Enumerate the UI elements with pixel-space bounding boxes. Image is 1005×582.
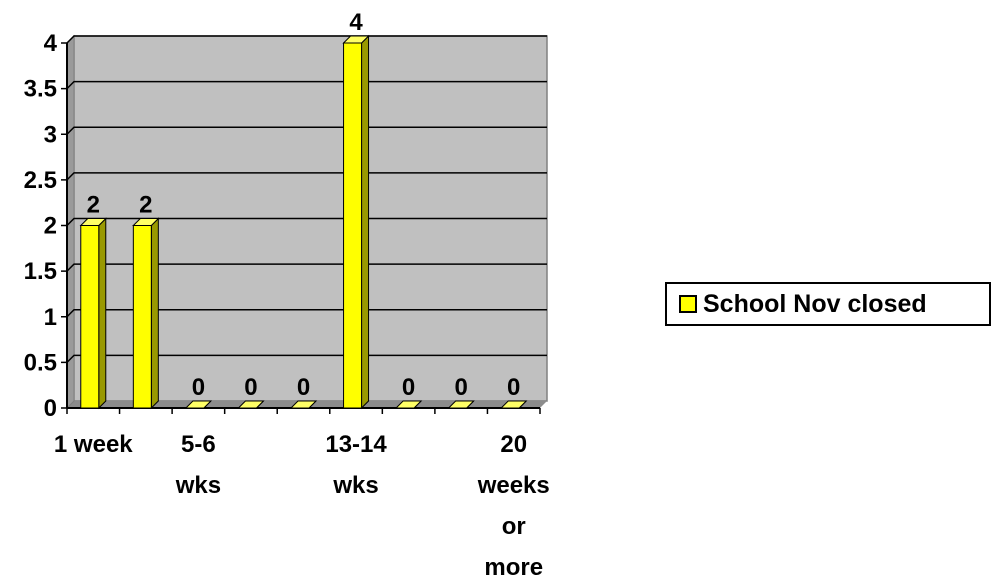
gridline: [66, 217, 547, 227]
bar: [500, 407, 520, 409]
y-tick-label: 4: [44, 30, 58, 57]
x-tick-label: more: [484, 554, 543, 581]
data-label: 4: [349, 9, 363, 36]
gridline: [66, 126, 547, 135]
legend: School Nov closed: [665, 282, 991, 326]
y-tick-label: 1.5: [24, 258, 57, 285]
data-label: 2: [139, 192, 152, 219]
data-label: 0: [192, 374, 205, 401]
gridline: [66, 309, 547, 318]
y-tick-label: 2: [44, 213, 57, 240]
bar: [237, 407, 257, 409]
y-tick-label: 0: [44, 395, 57, 422]
gridline: [66, 354, 547, 363]
y-tick-label: 3.5: [24, 76, 57, 103]
data-label: 0: [402, 374, 415, 401]
bar-side: [98, 217, 107, 410]
data-label: 0: [297, 374, 310, 401]
gridline: [66, 172, 547, 181]
bar-side: [150, 217, 159, 410]
bar: [395, 407, 415, 409]
y-tick-label: 2.5: [24, 167, 57, 194]
legend-swatch: [679, 295, 697, 313]
x-tick-label: 1 week: [54, 431, 133, 458]
bar: [448, 407, 468, 409]
x-tick-label: wks: [175, 472, 221, 499]
x-tick-label: 20: [500, 431, 527, 458]
data-label: 0: [244, 374, 257, 401]
x-tick-label: wks: [332, 472, 378, 499]
gridline: [66, 35, 547, 44]
y-tick-label: 1: [44, 304, 57, 331]
bar: [185, 407, 205, 409]
x-tick-label: weeks: [477, 472, 550, 499]
bar: [132, 225, 152, 409]
x-tick-label: 5-6: [181, 431, 216, 458]
bar: [343, 42, 363, 409]
data-label: 0: [507, 374, 520, 401]
data-label: 0: [454, 374, 467, 401]
bar-side: [361, 34, 370, 410]
legend-label: School Nov closed: [703, 289, 927, 318]
bar: [80, 225, 100, 409]
gridline: [66, 263, 547, 272]
x-tick-label: or: [502, 513, 526, 540]
x-tick-label: 13-14: [325, 431, 387, 458]
gridline: [66, 80, 547, 90]
y-tick-label: 0.5: [24, 349, 57, 376]
bar: [290, 407, 310, 409]
data-label: 2: [87, 192, 100, 219]
y-tick-label: 3: [44, 121, 57, 148]
